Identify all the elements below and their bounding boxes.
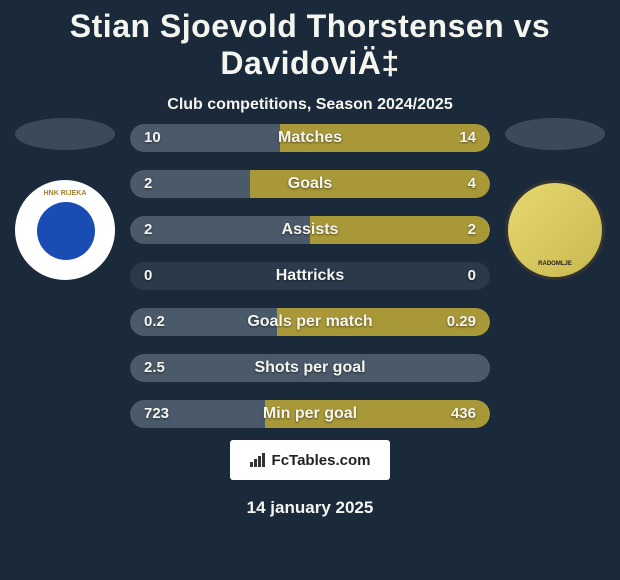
stat-label: Assists [130, 216, 490, 244]
stat-label: Hattricks [130, 262, 490, 290]
chart-icon [250, 453, 268, 467]
subtitle: Club competitions, Season 2024/2025 [0, 96, 620, 114]
page-title: Stian Sjoevold Thorstensen vs DavidoviÄ‡ [0, 0, 620, 82]
stat-label: Goals [130, 170, 490, 198]
stat-value-right: 436 [451, 400, 476, 428]
stats-container: 10Matches142Goals42Assists20Hattricks00.… [130, 124, 490, 446]
player-left-ellipse [15, 118, 115, 150]
stat-label: Min per goal [130, 400, 490, 428]
stat-value-right: 4 [468, 170, 476, 198]
stat-value-right: 14 [459, 124, 476, 152]
stat-row: 0.2Goals per match0.29 [130, 308, 490, 336]
stat-row: 2.5Shots per goal [130, 354, 490, 382]
stat-label: Matches [130, 124, 490, 152]
player-right-badge [500, 118, 610, 280]
stat-row: 723Min per goal436 [130, 400, 490, 428]
stat-row: 2Assists2 [130, 216, 490, 244]
club-logo-radomlje [505, 180, 605, 280]
footer-date: 14 january 2025 [0, 498, 620, 518]
stat-row: 2Goals4 [130, 170, 490, 198]
player-left-badge [10, 118, 120, 280]
stat-value-right: 0 [468, 262, 476, 290]
stat-value-right: 0.29 [447, 308, 476, 336]
stat-label: Goals per match [130, 308, 490, 336]
club-logo-rijeka [15, 180, 115, 280]
stat-label: Shots per goal [130, 354, 490, 382]
footer-brand-text: FcTables.com [272, 452, 371, 469]
footer-brand[interactable]: FcTables.com [230, 440, 390, 480]
stat-row: 0Hattricks0 [130, 262, 490, 290]
player-right-ellipse [505, 118, 605, 150]
stat-value-right: 2 [468, 216, 476, 244]
stat-row: 10Matches14 [130, 124, 490, 152]
